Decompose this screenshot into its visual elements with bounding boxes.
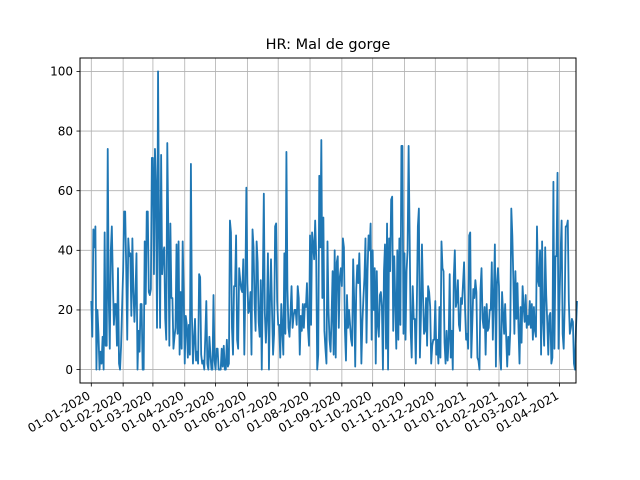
y-tick-label: 0 (65, 363, 73, 377)
chart-title: HR: Mal de gorge (266, 37, 391, 53)
plot-area-frame (79, 57, 577, 384)
series-line (90, 70, 578, 371)
series-layer (90, 70, 578, 371)
y-tick-label: 60 (58, 184, 73, 198)
y-tick-label: 100 (50, 65, 73, 79)
y-tick-label: 20 (58, 303, 73, 317)
y-tick-label: 80 (58, 124, 73, 138)
y-axis: 0 20 40 60 80 100 (50, 65, 80, 377)
y-tick-label: 40 (58, 244, 73, 258)
